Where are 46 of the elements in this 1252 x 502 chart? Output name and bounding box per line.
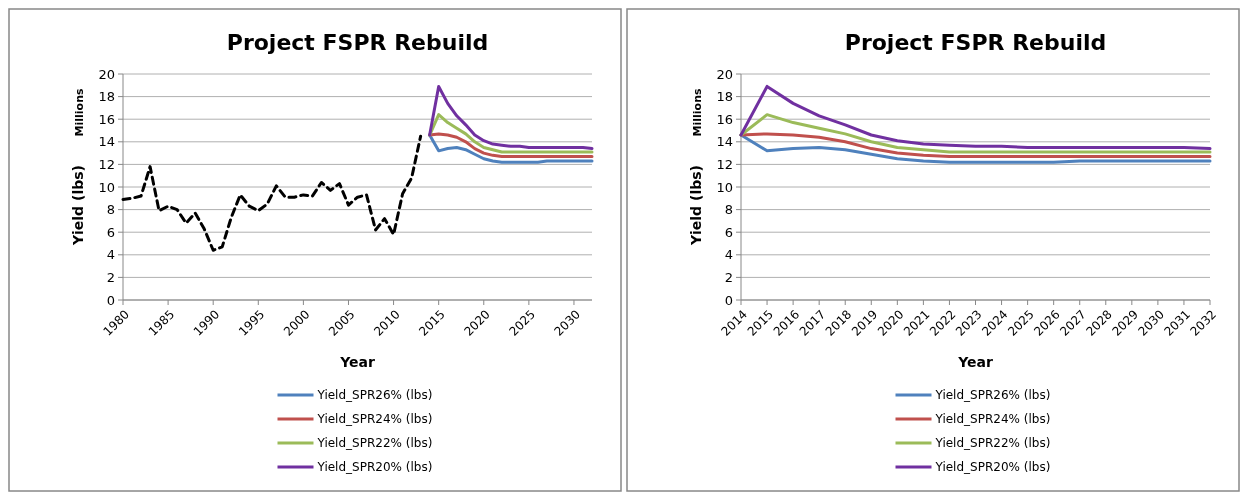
y-axis-title: Yield (lbs) [688, 165, 704, 247]
legend-label: Yield_SPR24% (lbs) [316, 412, 433, 427]
text: Millions [73, 87, 86, 137]
y-tick-label: 6 [724, 224, 733, 240]
y-tick-label: 10 [98, 179, 115, 195]
line-series [428, 84, 594, 151]
legend-label: Yield_SPR22% (lbs) [316, 436, 433, 451]
y-tick-label: 8 [106, 202, 115, 218]
line-series [739, 113, 1212, 154]
y-tick-label: 18 [716, 89, 733, 105]
y-tick-label: 10 [716, 179, 733, 195]
text: Millions [691, 87, 704, 137]
y-tick-label: 16 [98, 111, 115, 127]
legend-label: Yield_SPR26% (lbs) [934, 388, 1051, 403]
y-tick-label: 14 [98, 134, 115, 150]
y-tick-label: 20 [716, 66, 733, 82]
y-tick-label: 16 [716, 111, 733, 127]
line-series [739, 133, 1212, 164]
y-tick-label: 4 [724, 247, 733, 263]
y-tick-label: 0 [724, 292, 733, 308]
y-tick-label: 6 [106, 224, 115, 240]
line-series [428, 113, 594, 154]
legend-label: Yield_SPR24% (lbs) [934, 412, 1051, 427]
y-tick-label: 12 [98, 156, 115, 172]
legend-label: Yield_SPR26% (lbs) [316, 388, 433, 403]
line-series [739, 84, 1212, 151]
y-tick-label: 14 [716, 134, 733, 150]
chart-title: Project FSPR Rebuild [226, 30, 489, 55]
y-tick-label: 8 [724, 202, 733, 218]
x-axis-title: Year [957, 354, 993, 370]
y-tick-label: 4 [106, 247, 115, 263]
y-tick-label: 0 [106, 292, 115, 308]
y-tick-label: 20 [98, 66, 115, 82]
line-series [428, 132, 594, 158]
x-axis-title: Year [339, 354, 375, 370]
y-tick-label: 18 [98, 89, 115, 105]
y-axis-title: Yield (lbs) [70, 165, 86, 247]
legend-label: Yield_SPR20% (lbs) [934, 460, 1051, 475]
legend-label: Yield_SPR20% (lbs) [316, 460, 433, 475]
y-tick-label: 2 [724, 269, 733, 285]
chart-title: Project FSPR Rebuild [844, 30, 1107, 55]
legend-label: Yield_SPR22% (lbs) [934, 436, 1051, 451]
y-tick-label: 12 [716, 156, 733, 172]
line-series [428, 133, 594, 164]
line-series [121, 134, 423, 252]
y-tick-label: 2 [106, 269, 115, 285]
